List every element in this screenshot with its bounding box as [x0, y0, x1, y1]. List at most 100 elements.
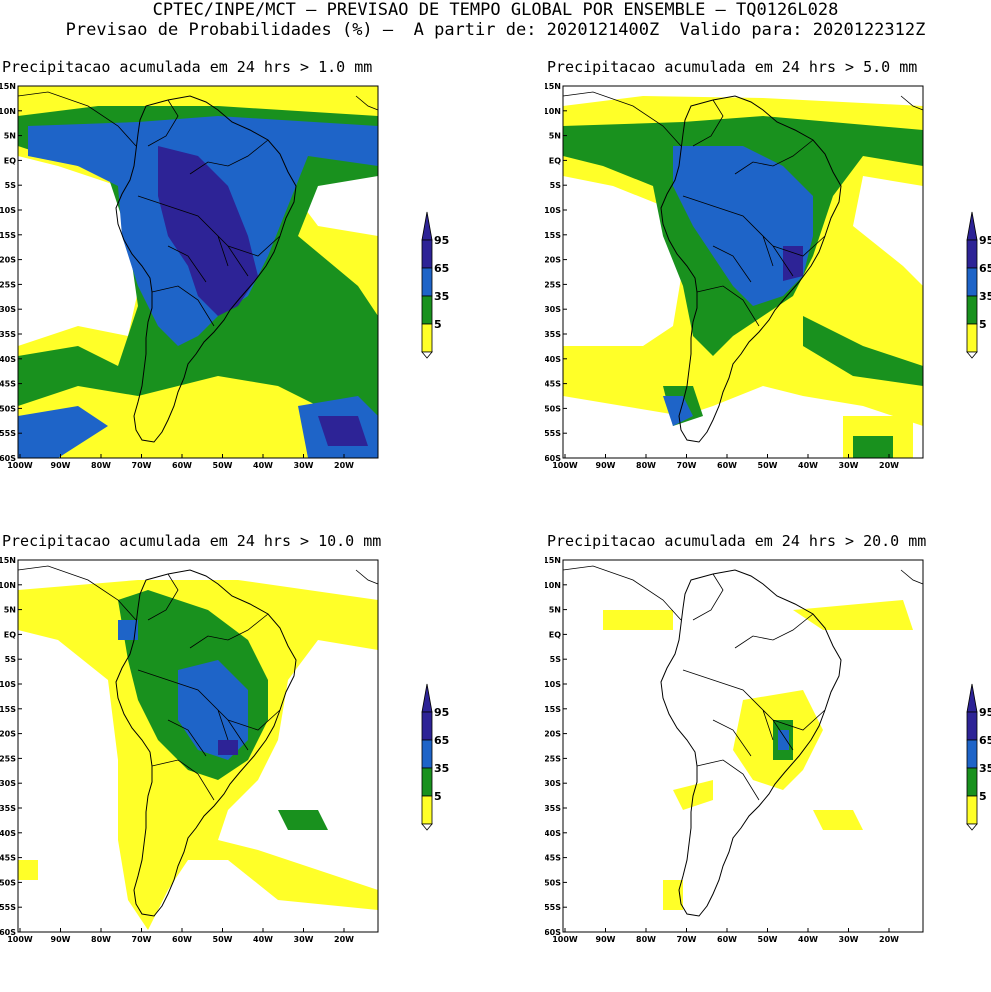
panel-title: Precipitacao acumulada em 24 hrs > 1.0 m…	[2, 58, 373, 76]
lon-label: 90W	[596, 461, 616, 470]
legend-label: 65	[434, 262, 449, 275]
central-america-coastline	[562, 565, 682, 621]
legend-bottom-arrow	[966, 351, 978, 359]
legend-label: 35	[979, 762, 991, 775]
lat-label: EQ	[4, 156, 16, 165]
lat-label: 40S	[545, 829, 561, 838]
lat-label: 15N	[0, 556, 16, 565]
lat-label: 10N	[0, 581, 16, 590]
lat-label: 60S	[0, 454, 16, 463]
legend-swatch	[421, 323, 433, 353]
legend-1: 95 65 35 5	[418, 210, 478, 364]
lon-label: 70W	[132, 461, 152, 470]
lon-label: 50W	[758, 935, 778, 944]
lat-label: 55S	[545, 903, 561, 912]
country-borders	[137, 99, 281, 327]
lat-label: 35S	[0, 330, 16, 339]
africa-coastline	[900, 95, 924, 111]
lat-label: 25S	[545, 754, 561, 763]
lat-label: 55S	[545, 429, 561, 438]
panel-title: Precipitacao acumulada em 24 hrs > 5.0 m…	[547, 58, 918, 76]
lat-label: 25S	[545, 280, 561, 289]
coastlines	[17, 565, 379, 917]
legend-svg: 95 65 35 5	[421, 211, 449, 359]
legend-top-arrow	[966, 211, 978, 241]
legend-swatch	[966, 795, 978, 825]
lat-label: 5S	[550, 181, 562, 190]
country-borders	[682, 99, 826, 327]
legend-top-arrow	[966, 683, 978, 713]
lat-label: EQ	[549, 630, 561, 639]
lat-label: 55S	[0, 903, 16, 912]
lon-label: 60W	[717, 461, 737, 470]
lat-label: 10S	[0, 206, 16, 215]
map-frame	[562, 85, 924, 459]
lon-label: 70W	[677, 461, 697, 470]
map-5mm: 15N 10N 5N EQ 5S 10S 15S 20S 25S 30S 35S 40S 45S 50S 5…	[545, 82, 924, 470]
central-america-coastline	[562, 91, 682, 147]
lat-label: 35S	[545, 804, 561, 813]
legend-label: 95	[434, 234, 449, 247]
legend-label: 5	[979, 318, 987, 331]
south-america-coastline	[660, 569, 842, 917]
coastlines	[562, 91, 924, 443]
lat-label: 60S	[0, 928, 16, 937]
legend-swatch	[966, 267, 978, 297]
lon-label: 40W	[798, 935, 818, 944]
legend-bottom-arrow	[966, 823, 978, 831]
lon-label: 80W	[636, 935, 656, 944]
lat-label: 5N	[4, 606, 16, 615]
lat-label: 50S	[545, 878, 561, 887]
shaded-layers	[603, 600, 913, 910]
lon-label: 50W	[213, 461, 233, 470]
legend-svg: 95 65 35 5	[966, 683, 991, 831]
central-america-coastline	[17, 565, 137, 621]
prob-95-area	[218, 740, 238, 755]
legend-3: 95 65 35 5	[418, 682, 478, 836]
lat-label: 50S	[0, 878, 16, 887]
south-america-coastline	[115, 569, 297, 917]
africa-coastline	[355, 569, 379, 585]
panel-10mm: Precipitacao acumulada em 24 hrs > 10.0 …	[0, 532, 470, 992]
legend-bottom-arrow	[421, 351, 433, 359]
legend-swatch	[421, 295, 433, 325]
lon-label: 30W	[294, 935, 314, 944]
lat-label: 5N	[549, 606, 561, 615]
lat-label: 20S	[0, 256, 16, 265]
lon-label: 40W	[798, 461, 818, 470]
header-line-1: CPTEC/INPE/MCT – PREVISAO DE TEMPO GLOBA…	[152, 0, 839, 20]
lat-label: 50S	[545, 404, 561, 413]
legend-label: 5	[979, 790, 987, 803]
lon-label: 70W	[677, 935, 697, 944]
lon-label: 60W	[717, 935, 737, 944]
country-borders	[137, 573, 281, 801]
legend-label: 5	[434, 790, 442, 803]
lat-label: 15S	[0, 231, 16, 240]
legend-label: 65	[434, 734, 449, 747]
legend-label: 65	[979, 734, 991, 747]
lat-label: EQ	[549, 156, 561, 165]
prob-65-area	[778, 730, 789, 750]
legend-label: 65	[979, 262, 991, 275]
map-1mm: 15N 10N 5N EQ 5S 10S 15S 20S 25S 30S 35S 40S 45S 50S 5…	[0, 82, 379, 470]
lat-label: 25S	[0, 280, 16, 289]
lat-label: 15N	[0, 82, 16, 91]
africa-coastline	[355, 95, 379, 111]
lat-label: 15N	[545, 82, 561, 91]
legend-label: 95	[434, 706, 449, 719]
lon-label: 100W	[7, 935, 33, 944]
legend-svg: 95 65 35 5	[421, 683, 449, 831]
panel-20mm: Precipitacao acumulada em 24 hrs > 20.0 …	[545, 532, 991, 992]
shaded-layers	[563, 96, 923, 458]
lat-label: 25S	[0, 754, 16, 763]
shaded-layers	[18, 580, 378, 930]
prob-65-area	[118, 620, 248, 760]
legend-swatch	[966, 323, 978, 353]
lat-label: 10N	[545, 581, 561, 590]
lat-label: 15N	[545, 556, 561, 565]
lat-label: 40S	[0, 829, 16, 838]
lon-label: 20W	[879, 935, 899, 944]
lat-label: 5S	[5, 655, 17, 664]
lon-label: 80W	[636, 461, 656, 470]
map-frame	[562, 559, 924, 933]
